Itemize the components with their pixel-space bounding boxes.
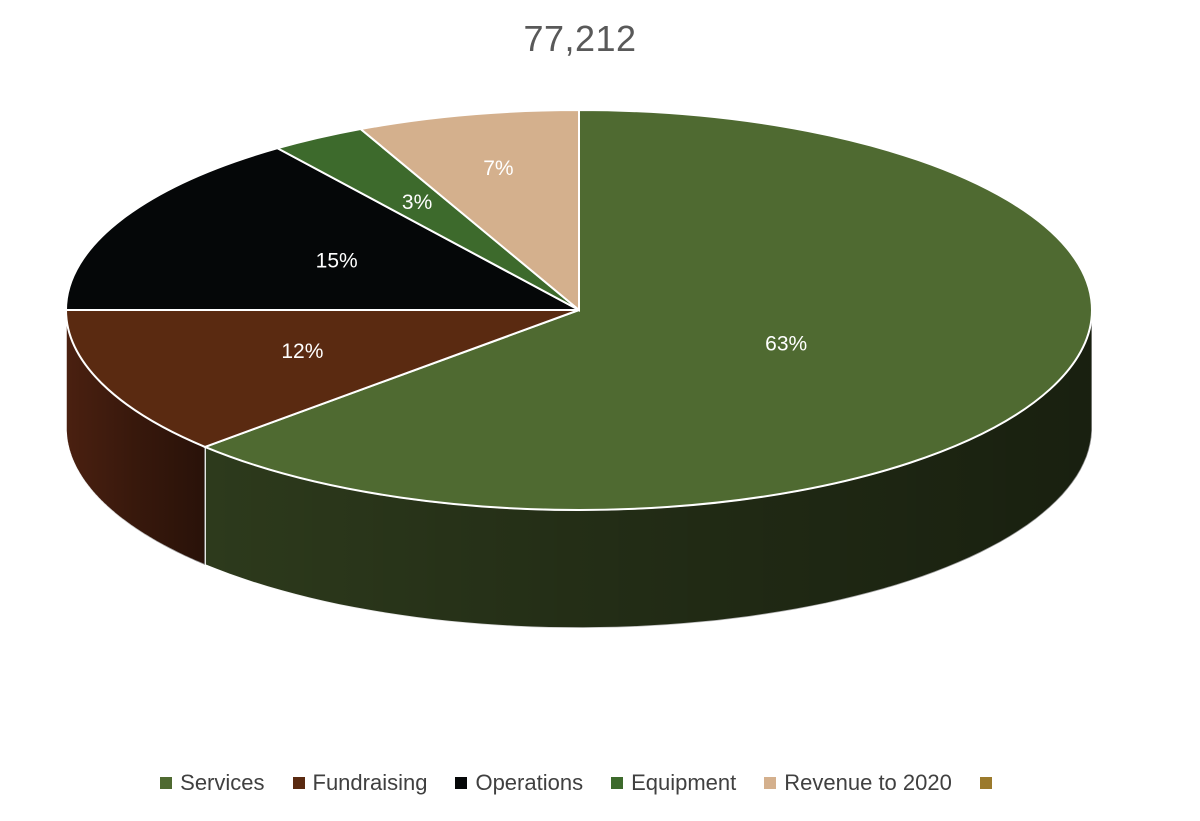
legend-swatch xyxy=(611,777,624,789)
legend-label: Services xyxy=(180,770,265,795)
pie-side-shade xyxy=(66,311,205,565)
legend-swatch xyxy=(455,777,468,789)
pie-top xyxy=(64,108,1093,511)
legend-item-services[interactable]: Services xyxy=(160,770,265,796)
legend-label: Equipment xyxy=(631,770,737,795)
legend-label: Operations xyxy=(475,770,584,795)
pie-slice-label: 7% xyxy=(483,157,513,180)
legend-label: Revenue to 2020 xyxy=(784,770,952,795)
legend-swatch xyxy=(292,777,305,789)
legend-swatch xyxy=(160,777,173,789)
pie-side-shade xyxy=(205,312,1092,628)
chart-title: 77,212 xyxy=(523,18,637,59)
pie-labels: 63% 12% 15% 3% 7% xyxy=(281,157,807,363)
legend: Services Fundraising Operations Equipmen… xyxy=(0,770,1160,796)
pie-slice-label: 3% xyxy=(402,191,432,214)
pie-sides xyxy=(65,311,1093,629)
legend-item-operations[interactable]: Operations xyxy=(455,770,583,796)
pie-slice[interactable] xyxy=(358,108,580,313)
legend-item-revenue-to-2020[interactable]: Revenue to 2020 xyxy=(764,770,952,796)
legend-item-equipment[interactable]: Equipment xyxy=(611,770,736,796)
pie-slice-label: 12% xyxy=(281,340,323,363)
legend-swatch xyxy=(979,777,992,789)
legend-swatch xyxy=(764,777,777,789)
legend-label: Fundraising xyxy=(312,770,428,795)
pie-slice[interactable] xyxy=(202,108,1093,511)
pie-slice-label: 63% xyxy=(765,332,807,355)
pie-slice-label: 15% xyxy=(316,249,358,272)
pie-slice[interactable] xyxy=(64,147,580,311)
legend-item-fundraising[interactable]: Fundraising xyxy=(292,770,428,796)
legend-item-unnamed[interactable] xyxy=(979,777,1000,789)
pie-slice[interactable] xyxy=(64,309,580,448)
